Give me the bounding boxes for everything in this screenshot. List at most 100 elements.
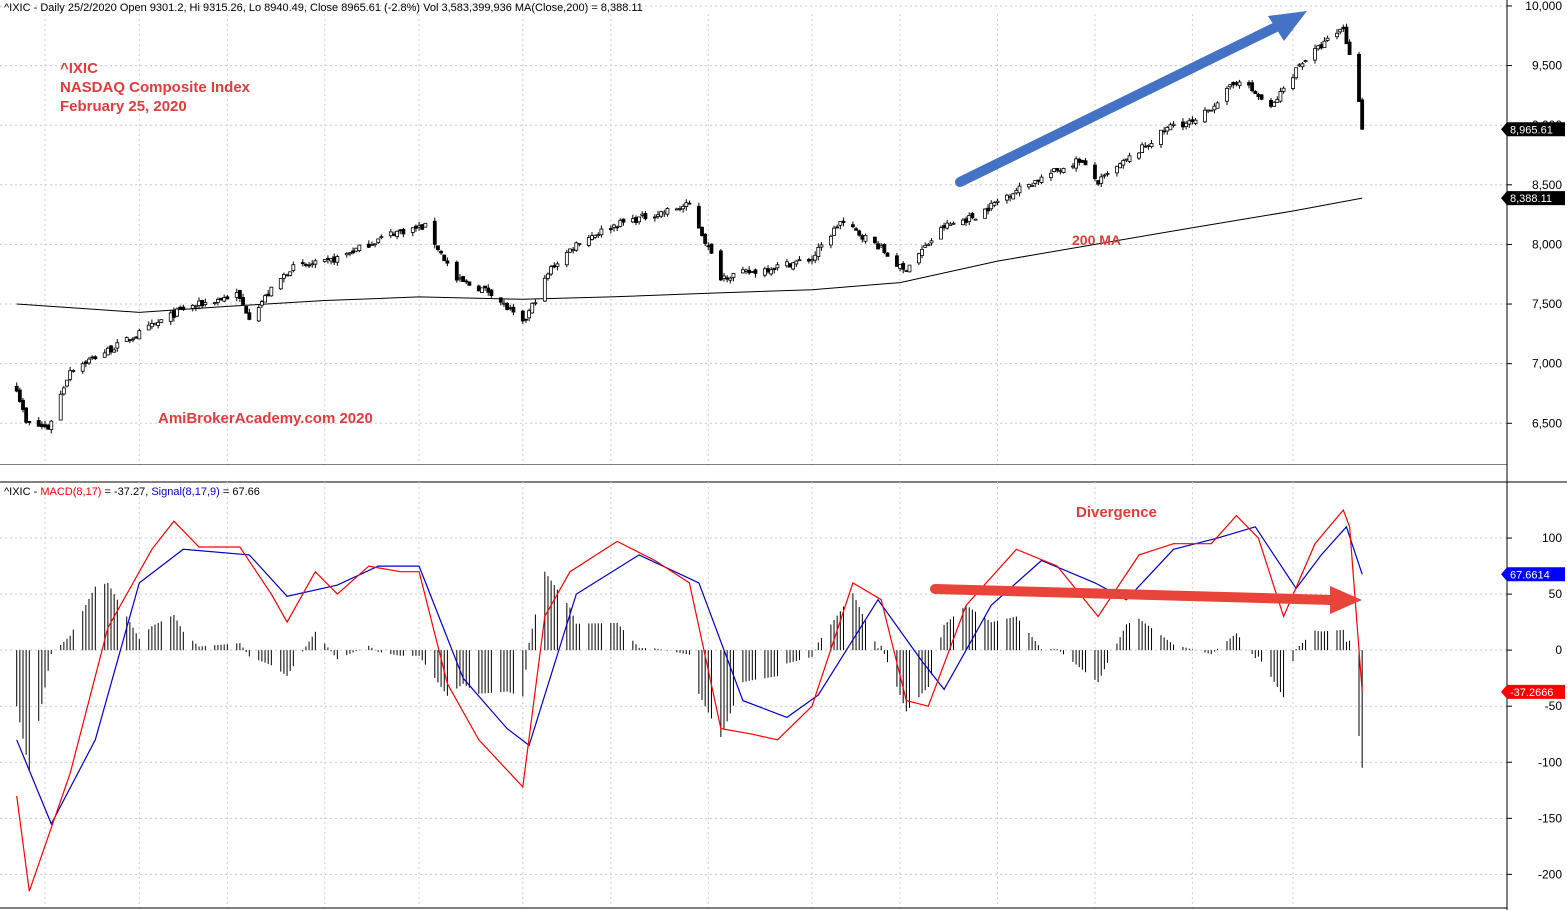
candle-body	[637, 216, 642, 223]
candle-body	[1206, 109, 1211, 112]
price-grid	[0, 5, 1507, 424]
candle	[348, 252, 352, 257]
candle-body	[744, 269, 748, 272]
candle	[193, 304, 198, 311]
candle	[687, 200, 692, 205]
candle-body	[1102, 174, 1107, 177]
candle	[401, 227, 406, 238]
candle-body	[376, 238, 381, 243]
candle-body	[36, 420, 41, 427]
candle	[14, 382, 19, 393]
candle	[951, 221, 956, 225]
candle-body	[810, 258, 814, 262]
candle	[1149, 139, 1154, 149]
candle	[1215, 101, 1220, 109]
candle-body	[105, 347, 110, 356]
candle-body	[244, 306, 249, 314]
candle	[1118, 162, 1123, 169]
candle	[542, 274, 547, 302]
candle-body	[373, 243, 377, 246]
candle	[238, 289, 242, 302]
macd-header-signal-value: = 67.66	[220, 486, 260, 498]
candle	[904, 269, 909, 273]
candle-body	[1033, 180, 1038, 184]
candle-body	[1096, 180, 1100, 185]
candle-body	[574, 242, 579, 251]
candle	[564, 250, 569, 268]
candle-body	[674, 208, 679, 211]
candle-body	[681, 206, 686, 210]
candle-body	[1074, 158, 1078, 169]
candle	[71, 369, 76, 373]
candle-body	[1212, 105, 1217, 111]
candle	[373, 243, 377, 248]
candle	[1253, 90, 1258, 94]
candle	[489, 289, 494, 299]
candle-body	[505, 302, 510, 310]
candle	[967, 212, 972, 226]
candle-body	[401, 229, 406, 235]
candle-body	[454, 261, 459, 281]
candle-body	[1143, 145, 1148, 148]
candle	[1291, 73, 1295, 91]
candle-body	[542, 277, 547, 302]
candle-body	[895, 255, 899, 267]
candle-body	[926, 243, 931, 246]
candle-body	[762, 268, 767, 276]
candle	[17, 387, 22, 403]
candle	[87, 356, 91, 366]
candle-body	[21, 399, 25, 410]
candle	[1017, 182, 1022, 197]
candle-body	[1171, 123, 1176, 126]
candle-body	[260, 301, 264, 306]
candle	[665, 207, 670, 217]
candle-body	[1338, 29, 1343, 33]
candle	[1303, 59, 1308, 63]
candle-body	[1137, 152, 1141, 159]
candle	[483, 285, 488, 291]
candle-body	[17, 389, 22, 402]
candle	[65, 379, 69, 388]
candle	[1225, 86, 1229, 106]
candle	[555, 261, 560, 271]
candle	[1055, 167, 1060, 173]
candle	[731, 272, 736, 282]
candle-body	[14, 385, 19, 392]
candle-body	[970, 213, 975, 219]
candle	[247, 308, 252, 321]
candle-body	[351, 250, 355, 254]
signal-line	[16, 525, 1363, 826]
candle-body	[1080, 159, 1085, 163]
uptrend-arrow	[955, 11, 1307, 187]
candle-body	[168, 312, 173, 322]
candle	[146, 321, 151, 331]
candle	[637, 216, 642, 225]
candle-body	[1225, 88, 1229, 102]
candle-body	[1325, 37, 1330, 41]
candle	[454, 260, 459, 283]
candle	[215, 297, 220, 306]
candle	[527, 308, 532, 322]
candle-body	[461, 276, 465, 283]
candle	[948, 221, 953, 226]
candle	[1228, 83, 1233, 90]
candle-body	[215, 298, 220, 303]
candle-body	[1215, 102, 1220, 109]
candle-body	[486, 287, 491, 293]
macd-y-tick-label: -200	[1538, 867, 1562, 881]
candle-body	[791, 262, 796, 270]
candle	[1357, 51, 1361, 103]
candle	[709, 243, 714, 254]
candle-body	[241, 297, 245, 305]
macd-month-grid	[44, 482, 1294, 908]
candle-body	[392, 233, 396, 236]
macd-header-macd-name: MACD(8,17)	[40, 486, 101, 498]
candle-body	[854, 228, 858, 231]
candle-body	[83, 361, 88, 364]
candle-body	[873, 236, 877, 244]
candle	[549, 264, 554, 277]
macd-y-tick-label: -150	[1538, 811, 1562, 825]
candle-body	[68, 370, 73, 380]
candle	[212, 301, 217, 306]
candle-body	[841, 220, 846, 223]
